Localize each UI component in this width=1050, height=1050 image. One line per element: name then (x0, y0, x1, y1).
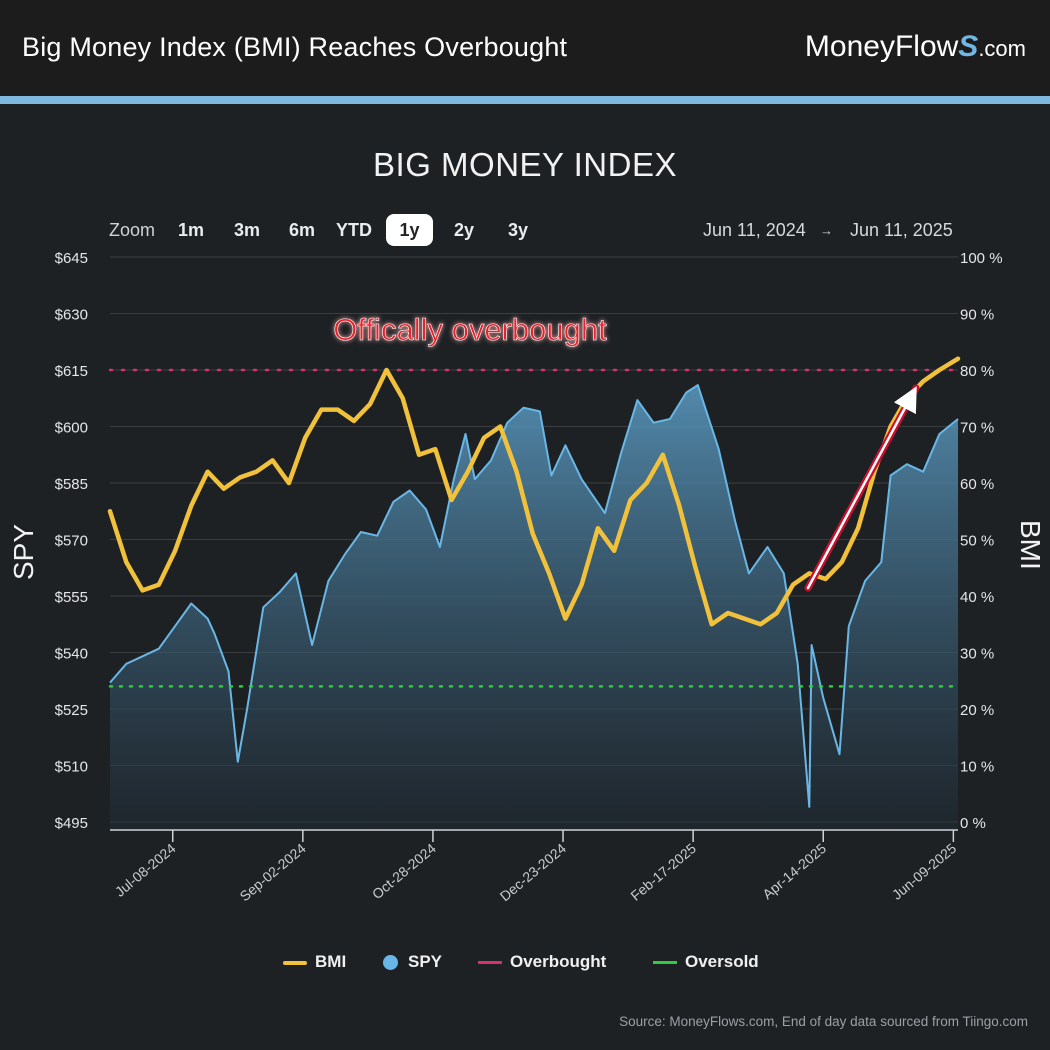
range-end-input[interactable]: Jun 11, 2025 (850, 220, 953, 240)
accent-divider (0, 96, 1050, 104)
right-axis-tick: 20 % (960, 702, 994, 719)
x-axis-tick-label: Sep-02-2024 (236, 840, 308, 904)
right-axis-tick: 70 % (960, 420, 994, 437)
right-axis-tick: 10 % (960, 759, 994, 776)
brand-tld: .com (978, 36, 1026, 61)
left-axis-tick: $510 (55, 759, 88, 776)
x-axis-tick-label: Oct-28-2024 (369, 840, 439, 902)
left-axis-title: SPY (8, 523, 39, 580)
right-axis-tick: 40 % (960, 589, 994, 606)
source-note: Source: MoneyFlows.com, End of day data … (619, 1014, 1028, 1029)
right-axis-tick: 60 % (960, 476, 994, 493)
left-axis-tick: $630 (55, 307, 88, 324)
zoom-2y-button[interactable]: 2y (453, 220, 475, 240)
right-axis-tick: 30 % (960, 646, 994, 663)
header-bar: Big Money Index (BMI) Reaches Overbought… (0, 0, 1050, 96)
legend-bmi-label: BMI (315, 952, 347, 971)
left-axis-tick: $645 (55, 250, 88, 267)
right-axis-tick: 50 % (960, 533, 994, 550)
zoom-1m-button[interactable]: 1m (177, 220, 204, 240)
annotation-arrow (806, 386, 917, 590)
page-title: Big Money Index (BMI) Reaches Overbought (22, 32, 568, 62)
spy-area (110, 385, 958, 830)
annotation-text: Offically overbought (333, 312, 607, 347)
legend-overbought-swatch (478, 961, 502, 965)
left-axis-tick: $540 (55, 646, 88, 663)
legend-spy-swatch (383, 955, 398, 971)
range-start-input[interactable]: Jun 11, 2024 (703, 220, 806, 240)
legend-spy-label: SPY (408, 952, 443, 971)
left-axis-tick: $570 (55, 533, 88, 550)
spy-line (109, 384, 959, 808)
legend-oversold[interactable]: Oversold (653, 952, 759, 972)
annotation-arrow-shaft (804, 384, 920, 592)
legend-overbought[interactable]: Overbought (478, 952, 606, 972)
zoom-3y-button[interactable]: 3y (507, 220, 529, 240)
chart-title: BIG MONEY INDEX (373, 146, 677, 183)
left-axis-tick: $615 (55, 363, 88, 380)
legend-oversold-swatch (653, 961, 677, 965)
legend-bmi[interactable]: BMI (283, 952, 346, 972)
legend-overbought-label: Overbought (510, 952, 607, 971)
x-axis-tick-label: Jul-08-2024 (112, 840, 179, 900)
left-axis-tick: $525 (55, 702, 88, 719)
left-axis-tick: $585 (55, 476, 88, 493)
range-arrow-icon: → (820, 223, 833, 238)
x-axis-tick-label: Dec-23-2024 (497, 840, 569, 904)
x-axis-tick-label: Jun-09-2025 (889, 840, 960, 903)
legend-oversold-label: Oversold (685, 952, 759, 971)
zoom-ytd-button[interactable]: YTD (336, 220, 372, 240)
legend-bmi-swatch (283, 960, 307, 965)
zoom-3m-button[interactable]: 3m (233, 220, 260, 240)
bmi-line (107, 356, 961, 627)
zoom-6m-button[interactable]: 6m (288, 220, 315, 240)
brand-s-mark: S (958, 30, 979, 63)
right-axis-tick: 0 % (960, 815, 986, 832)
left-axis-tick: $495 (55, 815, 88, 832)
zoom-1y-button[interactable]: 1y (386, 214, 433, 246)
legend-spy[interactable]: SPY (383, 952, 442, 972)
right-axis-tick: 100 % (960, 250, 1003, 267)
brand-logo: MoneyFlowS.com (805, 30, 1026, 64)
right-axis-title: BMI (1015, 520, 1046, 570)
right-axis-tick: 80 % (960, 363, 994, 380)
x-axis-tick-label: Apr-14-2025 (759, 840, 829, 902)
right-axis-tick: 90 % (960, 307, 994, 324)
zoom-label: Zoom (109, 220, 156, 240)
brand-name: MoneyFlow (804, 30, 959, 63)
left-axis-tick: $600 (55, 420, 88, 437)
x-axis-tick-label: Feb-17-2025 (627, 840, 699, 904)
left-axis-tick: $555 (55, 589, 88, 606)
